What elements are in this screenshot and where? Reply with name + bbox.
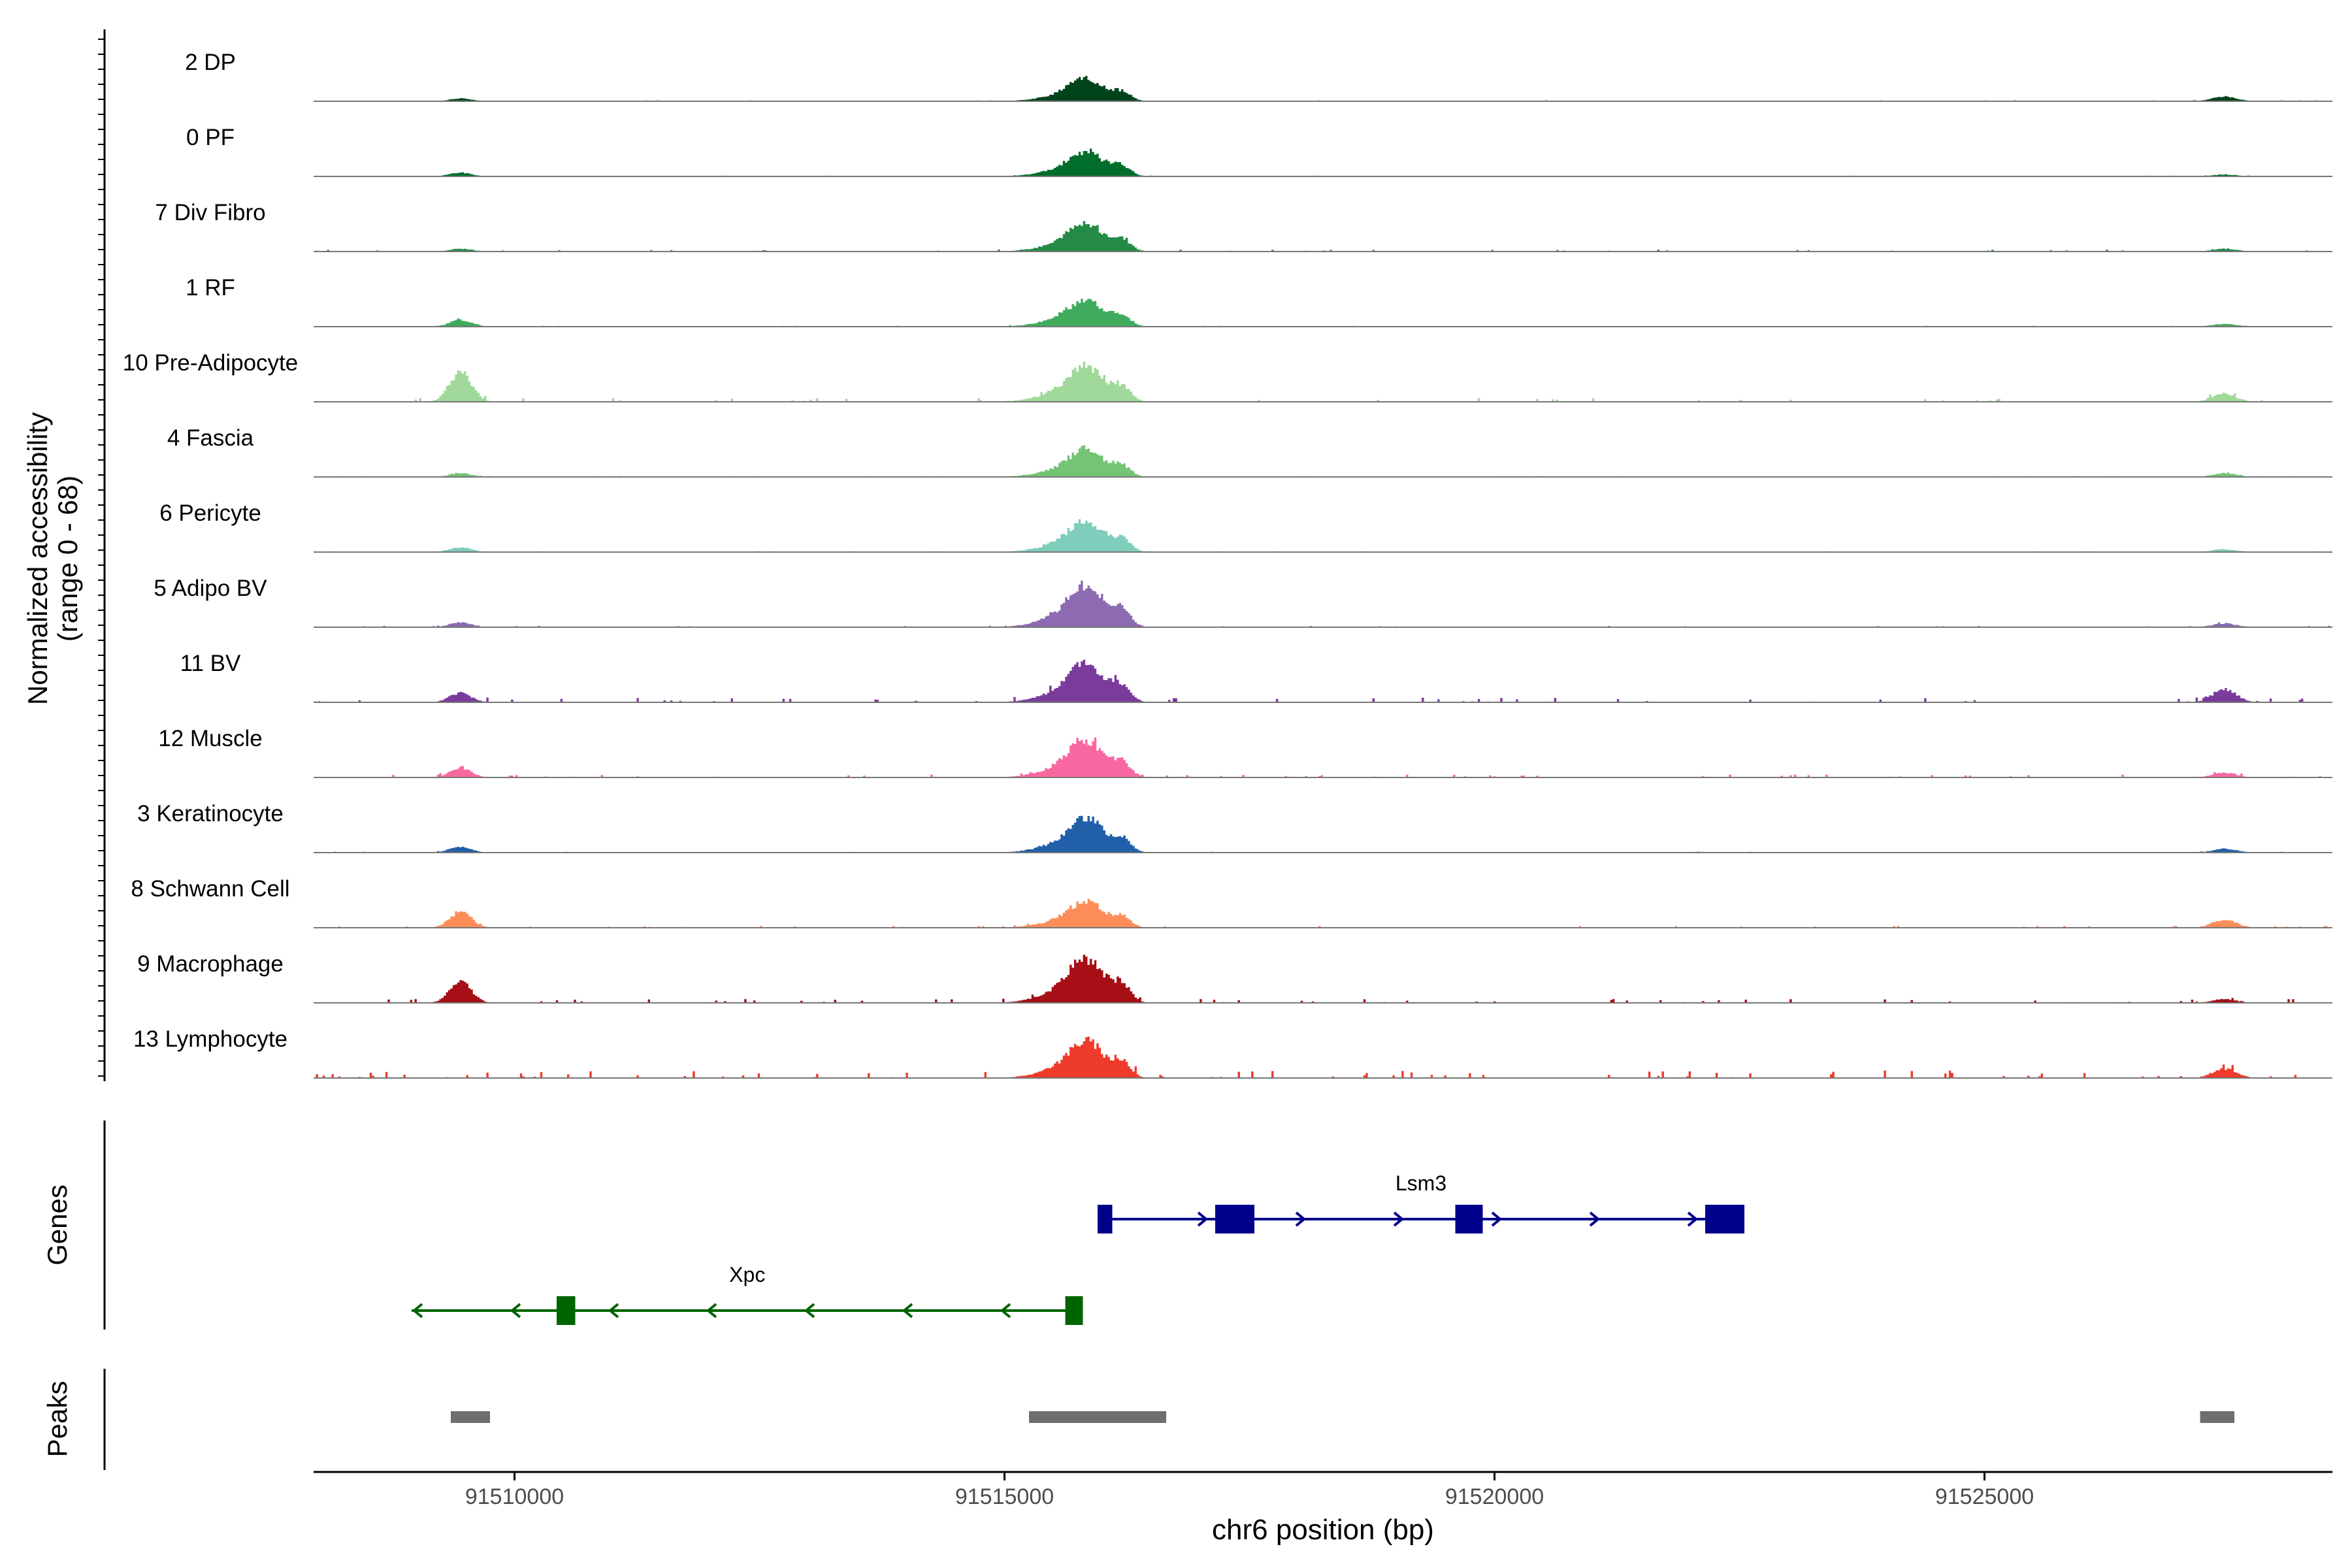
coverage-area xyxy=(314,580,2332,627)
track-label: 5 Adipo BV xyxy=(154,576,267,601)
gene-exon xyxy=(1705,1205,1744,1233)
coverage-track: 13 Lymphocyte xyxy=(133,1026,2332,1079)
gene-exon xyxy=(1098,1205,1113,1233)
x-tick-label: 91515000 xyxy=(955,1484,1054,1509)
strand-arrow xyxy=(1295,1211,1307,1227)
track-label: 2 DP xyxy=(185,50,236,75)
track-label: 11 BV xyxy=(180,651,241,676)
track-label: 4 Fascia xyxy=(167,425,254,451)
x-tick-label: 91525000 xyxy=(1935,1484,2034,1509)
coverage-track: 12 Muscle xyxy=(158,726,2332,778)
coverage-area xyxy=(314,221,2332,252)
gene-model: Xpc xyxy=(412,1263,1083,1325)
track-label: 1 RF xyxy=(186,275,235,301)
coverage-y-label: Normalized accessibility xyxy=(22,412,53,705)
coverage-track: 0 PF xyxy=(186,125,2332,177)
coverage-track: 10 Pre-Adipocyte xyxy=(123,350,2332,402)
coverage-area xyxy=(314,299,2332,327)
strand-arrow xyxy=(1197,1211,1209,1227)
coverage-area xyxy=(314,519,2332,552)
coverage-track: 1 RF xyxy=(186,275,2332,327)
track-label: 9 Macrophage xyxy=(137,951,284,977)
genes-panel-label: Genes xyxy=(42,1184,73,1266)
gene-name-label: Xpc xyxy=(729,1263,765,1286)
x-tick-label: 91520000 xyxy=(1445,1484,1544,1509)
strand-arrow xyxy=(902,1303,913,1318)
track-label: 7 Div Fibro xyxy=(155,200,265,225)
track-label: 10 Pre-Adipocyte xyxy=(123,350,298,376)
gene-exon xyxy=(557,1296,576,1325)
coverage-tracks: 2 DP 0 PF 7 Div Fibro 1 RF 10 Pre-Adipocyte 4… xyxy=(123,50,2332,1079)
coverage-area xyxy=(314,361,2332,402)
track-label: 13 Lymphocyte xyxy=(133,1026,287,1052)
gene-exon xyxy=(1455,1205,1483,1233)
strand-arrow xyxy=(1000,1303,1011,1318)
coverage-area xyxy=(314,148,2332,176)
coverage-y-range-label: (range 0 - 68) xyxy=(52,476,83,642)
coverage-area xyxy=(314,815,2332,853)
peak-regions xyxy=(451,1411,2234,1423)
coverage-area xyxy=(314,659,2332,702)
strand-arrow xyxy=(608,1303,619,1318)
coverage-area xyxy=(314,737,2332,777)
coverage-track: 2 DP xyxy=(185,50,2332,102)
gene-annotations: Lsm3 Xpc xyxy=(412,1171,1744,1325)
coverage-area xyxy=(314,898,2332,928)
gene-exon xyxy=(1215,1205,1254,1233)
coverage-y-axis xyxy=(98,29,106,1081)
x-axis-label: chr6 position (bp) xyxy=(1212,1514,1434,1546)
peak-region xyxy=(1029,1411,1166,1423)
coverage-track: 4 Fascia xyxy=(167,425,2332,478)
track-label: 3 Keratinocyte xyxy=(137,801,284,826)
coverage-track: 3 Keratinocyte xyxy=(137,801,2332,853)
strand-arrow xyxy=(1687,1211,1699,1227)
track-label: 6 Pericyte xyxy=(159,500,261,526)
coverage-track: 8 Schwann Cell xyxy=(131,876,2332,928)
coverage-area xyxy=(314,445,2332,477)
x-tick-label: 91510000 xyxy=(465,1484,564,1509)
strand-arrow xyxy=(804,1303,815,1318)
gene-model: Lsm3 xyxy=(1098,1171,1744,1233)
peak-region xyxy=(2200,1411,2234,1423)
peaks-panel-label: Peaks xyxy=(42,1381,73,1458)
coverage-area xyxy=(314,76,2332,101)
coverage-area xyxy=(314,1036,2332,1078)
strand-arrow xyxy=(1491,1211,1503,1227)
track-label: 0 PF xyxy=(186,125,235,150)
coverage-track: 9 Macrophage xyxy=(137,951,2332,1004)
peak-region xyxy=(451,1411,490,1423)
coverage-track: 11 BV xyxy=(180,651,2332,703)
coverage-track: 7 Div Fibro xyxy=(155,200,2332,252)
track-label: 12 Muscle xyxy=(158,726,263,751)
coverage-track: 6 Pericyte xyxy=(159,500,2332,553)
strand-arrow xyxy=(1589,1211,1601,1227)
gene-name-label: Lsm3 xyxy=(1396,1171,1446,1195)
x-axis-ticks: 91510000 91515000 91520000 91525000 xyxy=(465,1472,2034,1509)
strand-arrow xyxy=(706,1303,717,1318)
coverage-area xyxy=(314,955,2332,1003)
strand-arrow xyxy=(510,1303,521,1318)
track-label: 8 Schwann Cell xyxy=(131,876,289,902)
gene-exon xyxy=(1065,1296,1083,1325)
coverage-track: 5 Adipo BV xyxy=(154,576,2332,628)
strand-arrow xyxy=(1393,1211,1405,1227)
strand-arrow xyxy=(412,1303,423,1318)
